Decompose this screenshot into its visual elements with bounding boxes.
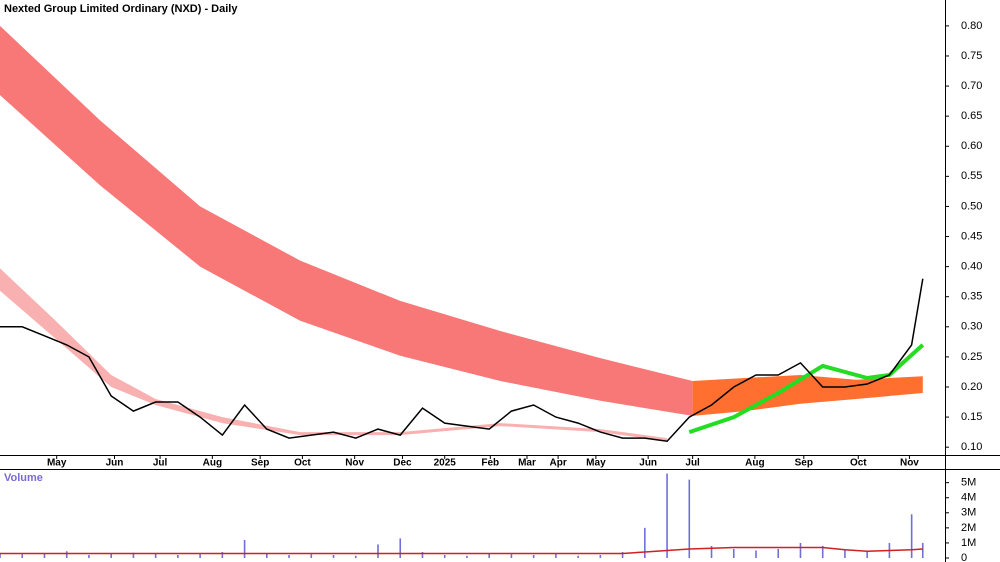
x-tick-label: Mar — [518, 458, 536, 469]
x-tick-label: Aug — [745, 458, 764, 469]
x-tick-label: Aug — [203, 458, 222, 469]
volume-bar — [21, 554, 24, 558]
price-line — [0, 278, 924, 442]
volume-bar — [755, 550, 757, 558]
volume-bar — [710, 545, 713, 558]
volume-bar — [866, 550, 868, 558]
volume-bar — [177, 554, 179, 558]
volume-bar — [154, 553, 157, 558]
y-tick-label: 0.25 — [961, 351, 982, 363]
x-tick-label: May — [586, 458, 606, 469]
y-tick-label: 0.35 — [961, 291, 982, 303]
volume-bar — [421, 551, 424, 558]
volume-bar — [777, 548, 780, 558]
x-tick-label: Apr — [549, 458, 566, 469]
y-tick-label: 0.20 — [961, 381, 982, 393]
pane-title: Volume — [4, 472, 43, 484]
x-tick-label: Jun — [106, 458, 124, 469]
volume-bar — [132, 552, 135, 558]
x-tick-label: Feb — [481, 458, 499, 469]
volume-bar — [43, 553, 46, 558]
volume-bar — [732, 548, 735, 558]
y-tick-label: 0.30 — [961, 321, 982, 333]
volume-bar — [621, 551, 624, 558]
volume-bar — [599, 554, 602, 558]
x-tick-label: Jul — [685, 458, 700, 469]
y-tick-label: 3M — [961, 507, 976, 519]
x-tick-label: Jun — [639, 458, 657, 469]
y-tick-label: 0.65 — [961, 110, 982, 122]
volume-bar — [243, 539, 246, 558]
volume-bar — [332, 554, 335, 558]
volume-bar — [666, 473, 668, 558]
volume-bar — [65, 551, 68, 558]
volume-bar — [399, 538, 402, 558]
y-tick-label: 0.75 — [961, 50, 982, 62]
x-tick-label: 2025 — [434, 458, 457, 469]
y-tick-label: 0.50 — [961, 200, 982, 212]
volume-bar — [443, 554, 446, 558]
volume-bar — [466, 555, 468, 558]
x-tick-label: May — [47, 458, 67, 469]
x-tick-label: Oct — [294, 458, 311, 469]
volume-bar — [532, 554, 535, 558]
volume-bar — [921, 542, 924, 558]
volume-bar — [644, 527, 646, 558]
y-tick-label: 0 — [961, 552, 967, 562]
volume-bar — [221, 551, 224, 558]
x-tick-label: Sep — [795, 458, 813, 469]
volume-bar — [488, 553, 490, 558]
chart-title: Nexted Group Limited Ordinary (NXD) - Da… — [4, 3, 238, 15]
volume-bar — [910, 514, 913, 558]
volume-bar — [310, 554, 313, 558]
volume-bar — [555, 553, 557, 558]
volume-bar — [799, 542, 802, 558]
volume-bar — [821, 545, 824, 558]
band — [692, 375, 923, 416]
y-tick-label: 0.45 — [961, 230, 982, 242]
volume-bar — [377, 544, 379, 558]
x-tick-label: Sep — [251, 458, 269, 469]
x-tick-label: Dec — [393, 458, 412, 469]
x-tick-label: Nov — [345, 458, 364, 469]
y-tick-label: 0.10 — [961, 441, 982, 453]
volume-bar — [844, 548, 846, 558]
y-tick-label: 0.60 — [961, 140, 982, 152]
volume-bar — [110, 553, 112, 558]
volume-average — [0, 546, 923, 555]
x-tick-label: Oct — [850, 458, 867, 469]
volume-bar — [288, 554, 290, 558]
volume-bar — [510, 554, 513, 558]
volume-bar — [199, 554, 201, 558]
volume-bar — [266, 553, 268, 558]
y-tick-label: 0.40 — [961, 261, 982, 273]
volume-bar — [0, 553, 1, 558]
y-tick-label: 5M — [961, 477, 976, 489]
y-tick-label: 0.15 — [961, 411, 982, 423]
y-tick-label: 0.80 — [961, 20, 982, 32]
y-tick-label: 2M — [961, 522, 976, 534]
y-tick-label: 0.70 — [961, 80, 982, 92]
band — [0, 25, 693, 416]
volume-bar — [688, 479, 691, 558]
x-tick-label: Nov — [900, 458, 919, 469]
volume-bar — [88, 554, 90, 558]
y-tick-label: 4M — [961, 492, 976, 504]
volume-bar — [354, 555, 357, 558]
x-tick-label: Jul — [153, 458, 168, 469]
volume-bar — [577, 555, 579, 558]
y-tick-label: 0.55 — [961, 170, 982, 182]
y-tick-label: 1M — [961, 537, 976, 549]
